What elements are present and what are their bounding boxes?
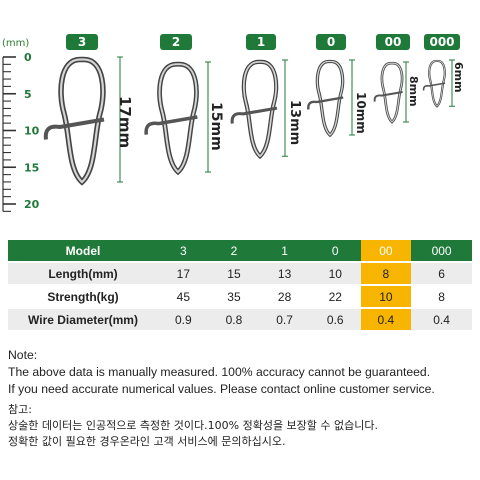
table-row-length: Length(mm) 17 15 13 10 8 6 <box>8 263 472 284</box>
notes-kr-line: 상술한 데이터는 인공적으로 측정한 것이다.100% 정확성을 보장할 수 없… <box>8 419 379 432</box>
snap-clip <box>373 61 404 124</box>
header-cell-highlighted: 00 <box>360 240 412 261</box>
table-cell: 0.7 <box>259 309 310 330</box>
table-header-row: Model 3 2 1 0 00 000 <box>8 240 472 261</box>
row-label: Strength(kg) <box>47 289 119 304</box>
length-label-00: 8mm <box>407 76 420 107</box>
clip-wire-highlight <box>158 63 198 174</box>
table-cell: 35 <box>227 289 241 304</box>
table-cell-highlighted: 10 <box>360 286 412 307</box>
notes-title: Note: <box>8 348 38 362</box>
length-label-3: 17mm <box>116 96 134 149</box>
clip-wire-highlight <box>428 60 446 107</box>
table-cell: 13 <box>259 263 310 284</box>
table-cell: 8 <box>438 289 445 304</box>
snap-clip <box>144 61 199 176</box>
table-cell: 6 <box>411 263 472 284</box>
snap-clips-illustration <box>43 56 455 186</box>
table-cell: 0.8 <box>208 309 260 330</box>
header-cell: Model <box>8 240 158 261</box>
size-badge-2: 2 <box>160 34 192 50</box>
table-cell: 28 <box>277 289 292 304</box>
clip-wire-highlight <box>59 58 105 184</box>
length-label-000: 6mm <box>452 62 465 93</box>
table-cell: 22 <box>328 289 342 304</box>
table-cell-highlighted: 0.4 <box>360 309 412 330</box>
table-cell: 17 <box>158 263 209 284</box>
length-label-2: 15mm <box>208 102 224 151</box>
clip-snap-hook <box>144 115 198 135</box>
spec-table: Model 3 2 1 0 00 000 Length(mm) 17 15 13… <box>8 238 472 332</box>
ruler-unit-label: (mm) <box>2 38 30 49</box>
table-cell-highlighted: 8 <box>360 263 412 284</box>
ruler: (mm) 0 5 10 15 20 <box>0 0 60 240</box>
ruler-mark-label: 0 <box>24 51 32 64</box>
header-cell: 1 <box>259 240 310 261</box>
length-label-1: 13mm <box>287 100 302 146</box>
table-cell: 15 <box>208 263 260 284</box>
clip-snap-hook <box>43 117 105 140</box>
snap-clip <box>230 59 279 160</box>
clip-wire-highlight <box>381 62 403 123</box>
header-cell: 2 <box>208 240 260 261</box>
clip-snap-hook <box>373 91 403 102</box>
notes-kr-line: 정확한 값이 필요한 경우온라인 고객 서비스에 문의하십시오. <box>8 435 286 448</box>
row-label: Wire Diameter(mm) <box>8 309 158 330</box>
table-row-wire-diameter: Wire Diameter(mm) 0.9 0.8 0.7 0.6 0.4 0.… <box>8 309 472 330</box>
clip-snap-hook <box>307 96 344 110</box>
ruler-mark-label: 20 <box>24 198 40 211</box>
snap-clip <box>43 56 106 186</box>
size-badge-000: 000 <box>424 34 460 50</box>
table-cell: 10 <box>309 263 361 284</box>
clip-wire-highlight <box>316 60 344 136</box>
clip-snap-hook <box>230 106 278 124</box>
table-cell: 0.4 <box>411 309 472 330</box>
size-badge-1: 1 <box>246 34 276 50</box>
size-badge-0: 0 <box>316 34 346 50</box>
ruler-mark-label: 10 <box>24 125 40 138</box>
ruler-scale: 0 5 10 15 20 <box>2 51 40 212</box>
row-label: Length(mm) <box>8 263 158 284</box>
table-cell: 45 <box>176 289 190 304</box>
notes-korean: 참고: 상술한 데이터는 인공적으로 측정한 것이다.100% 정확성을 보장할… <box>8 402 476 450</box>
header-cell: 000 <box>411 240 472 261</box>
ruler-mark-label: 5 <box>24 88 32 101</box>
notes-line: The above data is manually measured. 100… <box>8 365 431 379</box>
header-cell: 3 <box>158 240 209 261</box>
notes-line: If you need accurate numerical values. P… <box>8 382 435 396</box>
snap-clip <box>307 59 345 138</box>
clip-wire-highlight <box>243 61 277 158</box>
header-cell: 0 <box>309 240 361 261</box>
table-cell: 0.6 <box>309 309 361 330</box>
size-badge-00: 00 <box>376 34 410 50</box>
ruler-mark-label: 15 <box>24 161 39 174</box>
notes-english: Note: The above data is manually measure… <box>8 347 476 398</box>
length-label-0: 10mm <box>354 92 368 134</box>
notes-kr-title: 참고: <box>8 403 32 416</box>
clip-snap-hook <box>422 82 446 91</box>
table-cell: 0.9 <box>158 309 209 330</box>
table-row-strength: Strength(kg) 45 35 28 22 10 8 <box>8 286 472 307</box>
size-badge-3: 3 <box>66 34 98 50</box>
snap-clip <box>422 59 446 108</box>
